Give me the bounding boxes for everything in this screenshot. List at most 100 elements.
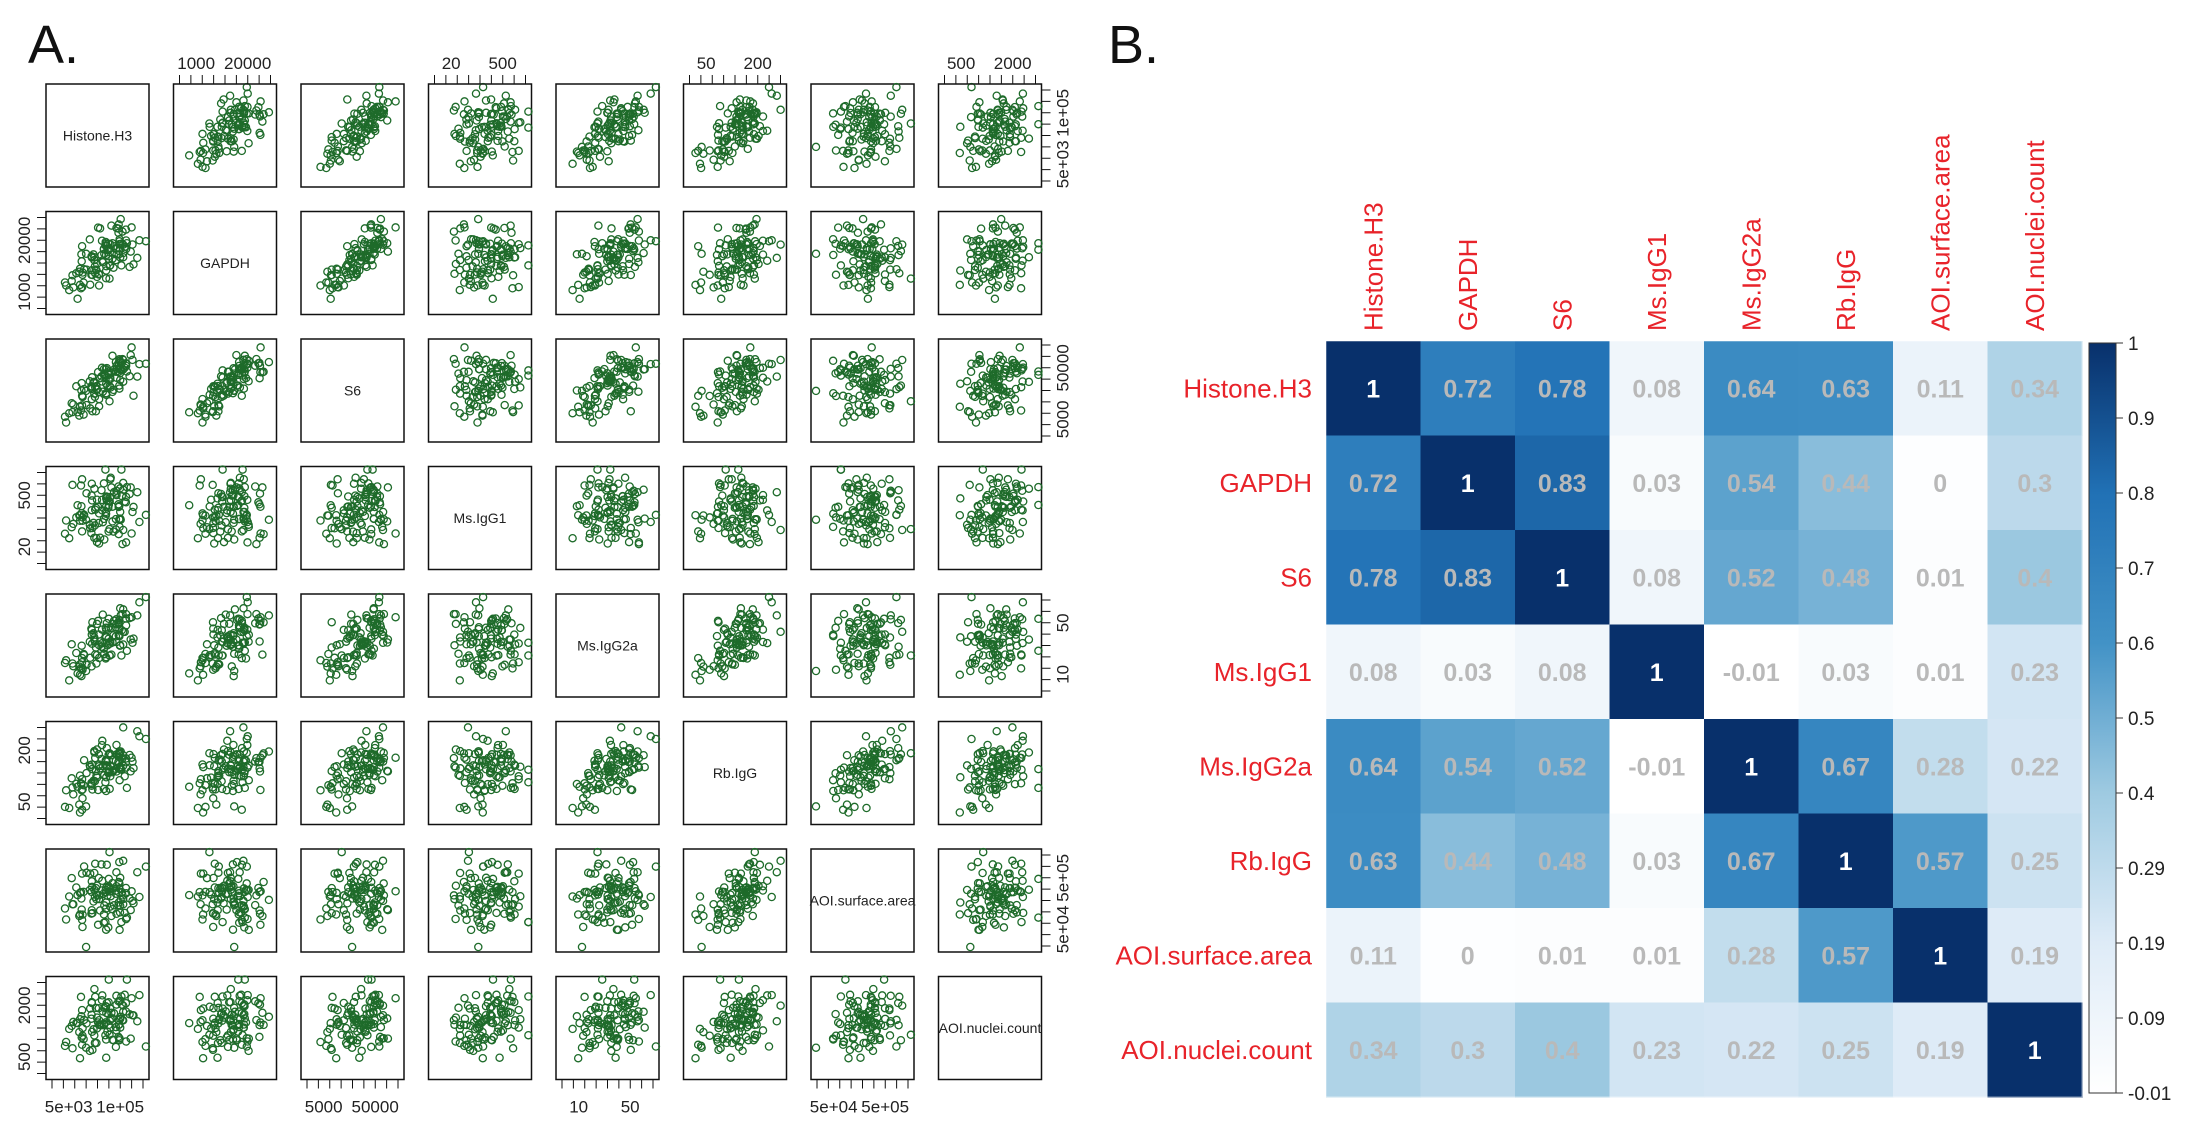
scatter-point (873, 537, 882, 547)
diagonal-label: S6 (344, 383, 361, 399)
scatter-point (477, 123, 487, 132)
scatter-point (460, 412, 469, 421)
scatter-point (634, 354, 644, 364)
scatter-point (235, 473, 245, 482)
scatter-point (494, 131, 503, 141)
scatter-point (955, 148, 965, 158)
scatter-point (594, 483, 603, 492)
scatter-point (106, 475, 115, 484)
scatter-point (198, 670, 208, 680)
scatter-panel (568, 214, 661, 304)
scatter-point (993, 354, 1003, 364)
scatter-point (726, 272, 735, 282)
scatter-point (342, 241, 352, 251)
scatter-panel (811, 723, 916, 817)
scatter-panel (955, 592, 1043, 685)
scatter-point (984, 250, 993, 259)
scatter-point (115, 514, 125, 523)
scatter-point (829, 250, 838, 260)
scatter-point (118, 377, 128, 386)
scatter-point (1018, 598, 1028, 607)
scatter-point (865, 148, 875, 158)
scatter-point (348, 671, 357, 681)
scatter-point (990, 294, 1000, 304)
scatter-point (244, 520, 253, 529)
scatter-point (99, 364, 109, 374)
scatter-point (114, 224, 123, 233)
panel-frame (300, 210, 405, 316)
scatter-point (364, 245, 373, 254)
scatter-point (77, 869, 87, 878)
scatter-point (906, 274, 916, 283)
scatter-point (339, 281, 349, 290)
scatter-point (697, 142, 706, 152)
panel-frame (555, 338, 660, 443)
scatter-point (258, 368, 267, 377)
scatter-point (264, 611, 274, 620)
scatter-point (967, 359, 976, 368)
scatter-point (1015, 529, 1025, 538)
scatter-point (991, 283, 1001, 292)
scatter-point (754, 131, 763, 141)
scatter-point (572, 147, 582, 156)
scatter-point (739, 394, 748, 404)
scatter-point (590, 281, 600, 290)
scatter-point (894, 485, 903, 495)
scatter-point (962, 235, 972, 244)
scatter-point (234, 479, 243, 488)
scatter-point (975, 237, 985, 246)
scatter-point (629, 500, 639, 510)
scatter-point (633, 253, 642, 263)
scatter-point (1012, 108, 1022, 118)
scatter-point (752, 533, 762, 543)
scatter-point (811, 802, 821, 811)
scatter-panel (316, 847, 400, 952)
scatter-point (630, 262, 640, 272)
scatter-point (609, 120, 619, 129)
scatter-point (970, 133, 980, 143)
scatter-point (225, 502, 234, 511)
scatter-point (333, 489, 343, 498)
scatter-point (720, 481, 729, 490)
scatter-point (631, 97, 641, 106)
scatter-point (356, 250, 365, 259)
scatter-point (594, 370, 603, 379)
scatter-point (250, 482, 260, 491)
scatter-point (94, 281, 104, 290)
scatter-point (614, 479, 623, 488)
scatter-point (895, 382, 904, 392)
scatter-point (209, 129, 218, 139)
scatter-point (391, 753, 400, 762)
scatter-panel (691, 343, 785, 427)
scatter-point (971, 162, 981, 172)
scatter-point (597, 101, 607, 111)
scatter-point (582, 491, 591, 500)
scatter-point (712, 388, 722, 398)
scatter-point (1018, 236, 1028, 245)
scatter-point (613, 110, 622, 119)
scatter-point (225, 116, 234, 125)
scatter-point (844, 245, 853, 254)
scatter-point (626, 270, 636, 280)
scatter-point (455, 159, 465, 169)
scatter-point (743, 144, 753, 154)
scatter-point (488, 245, 498, 254)
scatter-point (862, 803, 871, 813)
scatter-point (379, 237, 388, 246)
scatter-point (195, 481, 204, 490)
scatter-point (880, 774, 890, 783)
scatter-point (738, 235, 747, 244)
scatter-point (713, 130, 723, 140)
scatter-point (850, 412, 859, 421)
scatter-point (1016, 382, 1026, 392)
scatter-point (725, 157, 734, 166)
scatter-point (234, 124, 243, 134)
scatter-point (67, 774, 76, 783)
scatter-point (728, 364, 737, 374)
scatter-point (1017, 107, 1026, 116)
scatter-point (833, 130, 843, 140)
panel-frame (300, 720, 405, 826)
scatter-point (955, 510, 965, 520)
scatter-point (524, 366, 533, 375)
scatter-point (833, 223, 843, 232)
